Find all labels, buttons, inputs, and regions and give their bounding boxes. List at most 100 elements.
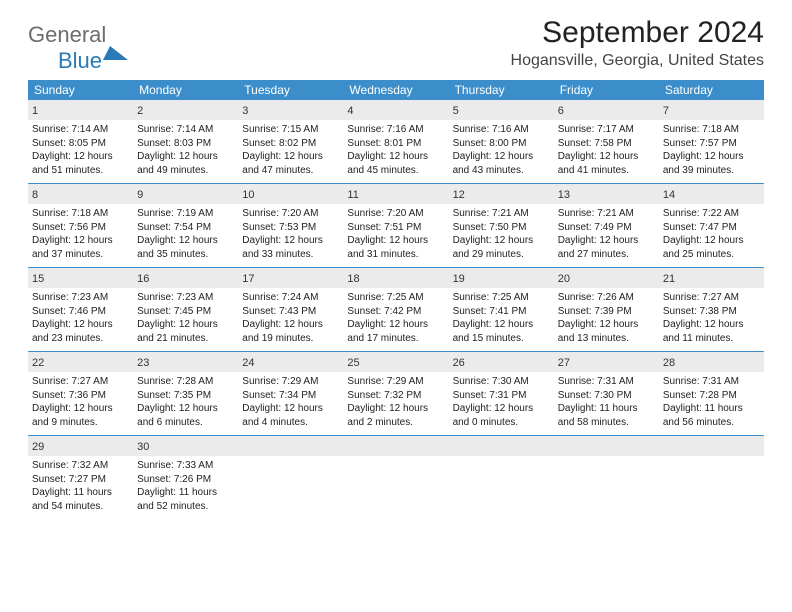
day-number-row: 20 xyxy=(554,268,659,288)
day-number-row: 7 xyxy=(659,100,764,120)
day-cell: 5Sunrise: 7:16 AMSunset: 8:00 PMDaylight… xyxy=(449,100,554,183)
day-cell: 11 Sunrise: 7:20 AMSunset: 7:51 PMDayligh… xyxy=(343,184,448,267)
day-number: 18 xyxy=(347,273,359,285)
day-info: Sunrise: 7:29 AMSunset: 7:34 PMDaylight:… xyxy=(242,375,339,429)
day-number: 7 xyxy=(663,105,669,117)
day-info: Sunrise: 7:21 AMSunset: 7:50 PMDaylight:… xyxy=(453,207,550,261)
day-info: Sunrise: 7:32 AMSunset: 7:27 PMDaylight:… xyxy=(32,459,129,513)
week-row: 8 Sunrise: 7:18 AMSunset: 7:56 PMDaylight… xyxy=(28,184,764,268)
week-row: 1Sunrise: 7:14 AMSunset: 8:05 PMDaylight… xyxy=(28,100,764,184)
day-cell: 8 Sunrise: 7:18 AMSunset: 7:56 PMDaylight… xyxy=(28,184,133,267)
day-cell: 21 Sunrise: 7:27 AMSunset: 7:38 PMDayligh… xyxy=(659,268,764,351)
day-number-row: 17 xyxy=(238,268,343,288)
weekday-header: Wednesday xyxy=(343,80,448,100)
day-number: 30 xyxy=(137,441,149,453)
day-number-row: 2 xyxy=(133,100,238,120)
day-cell: 16Sunrise: 7:23 AMSunset: 7:45 PMDayligh… xyxy=(133,268,238,351)
day-number: 21 xyxy=(663,273,675,285)
day-info: Sunrise: 7:24 AMSunset: 7:43 PMDaylight:… xyxy=(242,291,339,345)
day-cell: 4Sunrise: 7:16 AMSunset: 8:01 PMDaylight… xyxy=(343,100,448,183)
day-number: 6 xyxy=(558,105,564,117)
day-cell: 29Sunrise: 7:32 AMSunset: 7:27 PMDayligh… xyxy=(28,436,133,519)
day-number: 15 xyxy=(32,273,44,285)
day-number: 14 xyxy=(663,189,675,201)
day-number-row: 11 xyxy=(343,184,448,204)
day-number-row: . xyxy=(554,436,659,456)
day-info: Sunrise: 7:33 AMSunset: 7:26 PMDaylight:… xyxy=(137,459,234,513)
day-number: 11 xyxy=(347,189,358,201)
day-info: Sunrise: 7:19 AMSunset: 7:54 PMDaylight:… xyxy=(137,207,234,261)
day-cell: 14Sunrise: 7:22 AMSunset: 7:47 PMDayligh… xyxy=(659,184,764,267)
day-cell: 22Sunrise: 7:27 AMSunset: 7:36 PMDayligh… xyxy=(28,352,133,435)
title-block: September 2024 Hogansville, Georgia, Uni… xyxy=(511,16,764,70)
day-number-row: 1 xyxy=(28,100,133,120)
day-cell: 19 Sunrise: 7:25 AMSunset: 7:41 PMDayligh… xyxy=(449,268,554,351)
day-number: 24 xyxy=(242,357,254,369)
weekday-header: Saturday xyxy=(659,80,764,100)
logo-word-2: Blue xyxy=(58,48,102,73)
day-cell: 17 Sunrise: 7:24 AMSunset: 7:43 PMDayligh… xyxy=(238,268,343,351)
day-info: Sunrise: 7:17 AMSunset: 7:58 PMDaylight:… xyxy=(558,123,655,177)
day-number: 20 xyxy=(558,273,570,285)
calendar: SundayMondayTuesdayWednesdayThursdayFrid… xyxy=(28,80,764,519)
day-number: 27 xyxy=(558,357,570,369)
logo-triangle-icon xyxy=(103,29,128,60)
day-number: 4 xyxy=(347,105,353,117)
day-cell: 30 Sunrise: 7:33 AMSunset: 7:26 PMDayligh… xyxy=(133,436,238,519)
day-number-row: . xyxy=(343,436,448,456)
day-number: 26 xyxy=(453,357,465,369)
day-cell: 23 Sunrise: 7:28 AMSunset: 7:35 PMDayligh… xyxy=(133,352,238,435)
day-cell: 10 Sunrise: 7:20 AMSunset: 7:53 PMDayligh… xyxy=(238,184,343,267)
day-info: Sunrise: 7:27 AMSunset: 7:38 PMDaylight:… xyxy=(663,291,760,345)
day-number-row: 18 xyxy=(343,268,448,288)
logo-text-block: General Blue xyxy=(28,22,128,74)
day-number-row: 8 xyxy=(28,184,133,204)
weekday-header: Tuesday xyxy=(238,80,343,100)
day-number: 17 xyxy=(242,273,254,285)
weekday-header: Friday xyxy=(554,80,659,100)
day-number-row: 21 xyxy=(659,268,764,288)
day-number-row: 22 xyxy=(28,352,133,372)
day-info: Sunrise: 7:14 AMSunset: 8:03 PMDaylight:… xyxy=(137,123,234,177)
weekday-header: Thursday xyxy=(449,80,554,100)
day-info: Sunrise: 7:25 AMSunset: 7:41 PMDaylight:… xyxy=(453,291,550,345)
day-number-row: 5 xyxy=(449,100,554,120)
day-number-row: 16 xyxy=(133,268,238,288)
day-number-row: 9 xyxy=(133,184,238,204)
day-info: Sunrise: 7:20 AMSunset: 7:53 PMDaylight:… xyxy=(242,207,339,261)
day-number-row: 24 xyxy=(238,352,343,372)
day-cell: 13Sunrise: 7:21 AMSunset: 7:49 PMDayligh… xyxy=(554,184,659,267)
day-cell: . xyxy=(343,436,448,519)
day-info: Sunrise: 7:28 AMSunset: 7:35 PMDaylight:… xyxy=(137,375,234,429)
day-cell: . xyxy=(659,436,764,519)
day-number: 16 xyxy=(137,273,149,285)
day-cell: 7Sunrise: 7:18 AMSunset: 7:57 PMDaylight… xyxy=(659,100,764,183)
day-number: 12 xyxy=(453,189,465,201)
day-number-row: 13 xyxy=(554,184,659,204)
day-number-row: 10 xyxy=(238,184,343,204)
weekday-header: Monday xyxy=(133,80,238,100)
day-number: 25 xyxy=(347,357,359,369)
day-cell: 25 Sunrise: 7:29 AMSunset: 7:32 PMDayligh… xyxy=(343,352,448,435)
day-number-row: 4 xyxy=(343,100,448,120)
day-number: 9 xyxy=(137,189,143,201)
weeks-container: 1Sunrise: 7:14 AMSunset: 8:05 PMDaylight… xyxy=(28,100,764,519)
day-number: 23 xyxy=(137,357,149,369)
day-cell: 1Sunrise: 7:14 AMSunset: 8:05 PMDaylight… xyxy=(28,100,133,183)
day-cell: 20Sunrise: 7:26 AMSunset: 7:39 PMDayligh… xyxy=(554,268,659,351)
day-info: Sunrise: 7:20 AMSunset: 7:51 PMDaylight:… xyxy=(347,207,444,261)
day-number: 8 xyxy=(32,189,38,201)
day-number-row: 3 xyxy=(238,100,343,120)
day-info: Sunrise: 7:23 AMSunset: 7:46 PMDaylight:… xyxy=(32,291,129,345)
day-number-row: 26 xyxy=(449,352,554,372)
header: General Blue September 2024 Hogansville,… xyxy=(28,16,764,74)
day-cell: 6 Sunrise: 7:17 AMSunset: 7:58 PMDaylight… xyxy=(554,100,659,183)
day-info: Sunrise: 7:29 AMSunset: 7:32 PMDaylight:… xyxy=(347,375,444,429)
day-number-row: 30 xyxy=(133,436,238,456)
day-number: 19 xyxy=(453,273,465,285)
day-cell: 12 Sunrise: 7:21 AMSunset: 7:50 PMDayligh… xyxy=(449,184,554,267)
logo-word-1: General xyxy=(28,22,106,47)
day-info: Sunrise: 7:18 AMSunset: 7:56 PMDaylight:… xyxy=(32,207,129,261)
day-number-row: 25 xyxy=(343,352,448,372)
day-number-row: 15 xyxy=(28,268,133,288)
